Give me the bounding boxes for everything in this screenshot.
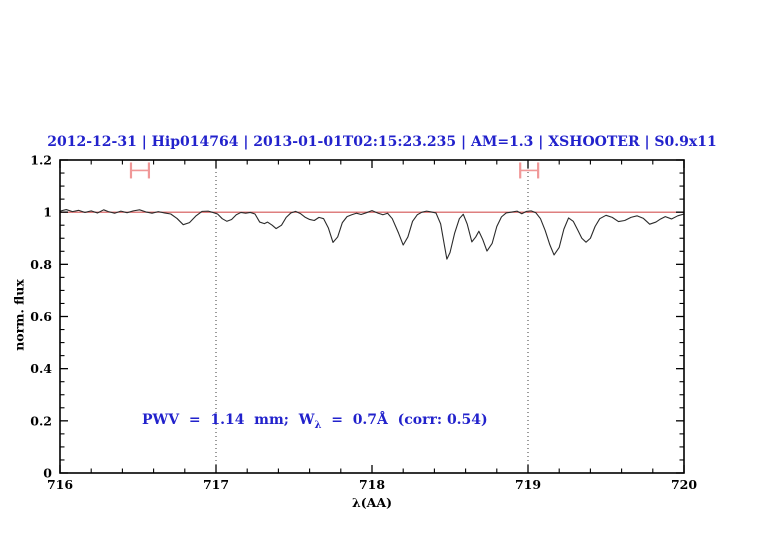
y-tick-label: 0.2 <box>30 413 52 428</box>
x-tick-label: 718 <box>359 477 385 492</box>
x-tick-label: 720 <box>671 477 697 492</box>
pwv-annotation-subscript: λ <box>314 419 322 431</box>
x-tick-label: 717 <box>203 477 229 492</box>
y-tick-label: 0 <box>43 466 52 481</box>
y-axis-label: norm. flux <box>11 279 27 351</box>
x-tick-label: 716 <box>47 477 73 492</box>
pwv-annotation: PWV = 1.14 mm; Wλ = 0.7Å (corr: 0.54) <box>142 412 488 431</box>
pwv-annotation-prefix: PWV = 1.14 mm; W <box>142 412 315 428</box>
plot-title: 2012-12-31 | Hip014764 | 2013-01-01T02:1… <box>47 134 717 150</box>
y-tick-label: 0.4 <box>30 361 52 376</box>
spectrum-line <box>59 209 685 260</box>
y-tick-label: 1.2 <box>30 153 52 168</box>
x-tick-label: 719 <box>515 477 541 492</box>
x-axis-label: λ(AA) <box>352 495 392 510</box>
pwv-annotation-suffix: = 0.7Å (corr: 0.54) <box>321 412 488 428</box>
y-tick-label: 1 <box>43 205 52 220</box>
y-tick-label: 0.6 <box>30 309 52 324</box>
y-tick-label: 0.8 <box>30 257 52 272</box>
